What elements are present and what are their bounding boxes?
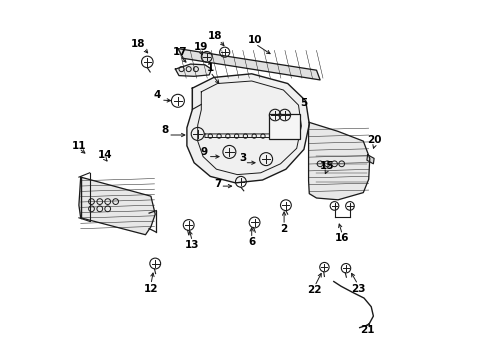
Text: 10: 10: [247, 35, 262, 45]
Text: 7: 7: [213, 179, 221, 189]
Text: 3: 3: [239, 153, 246, 163]
FancyBboxPatch shape: [268, 114, 299, 139]
Text: 15: 15: [319, 161, 334, 171]
Text: 8: 8: [161, 125, 168, 135]
Polygon shape: [175, 64, 211, 76]
Polygon shape: [79, 177, 155, 235]
Text: 18: 18: [207, 31, 222, 41]
Text: 12: 12: [143, 284, 158, 294]
Text: 14: 14: [97, 150, 112, 160]
Text: 16: 16: [334, 233, 349, 243]
Text: 11: 11: [72, 141, 86, 151]
Text: 2: 2: [280, 224, 287, 234]
Text: 20: 20: [367, 135, 381, 145]
Text: 18: 18: [130, 39, 144, 49]
Text: 5: 5: [300, 98, 307, 108]
Text: 17: 17: [172, 47, 186, 57]
Text: 22: 22: [307, 285, 321, 295]
Polygon shape: [186, 74, 309, 183]
Text: 9: 9: [200, 147, 207, 157]
Text: 1: 1: [206, 63, 213, 73]
Text: 13: 13: [184, 240, 199, 250]
Text: 19: 19: [193, 42, 207, 52]
Text: 4: 4: [153, 90, 161, 100]
Text: 23: 23: [350, 284, 365, 294]
Text: 6: 6: [247, 237, 255, 247]
Polygon shape: [308, 122, 369, 200]
Text: 21: 21: [360, 325, 374, 336]
Polygon shape: [366, 155, 373, 164]
Polygon shape: [178, 49, 320, 80]
